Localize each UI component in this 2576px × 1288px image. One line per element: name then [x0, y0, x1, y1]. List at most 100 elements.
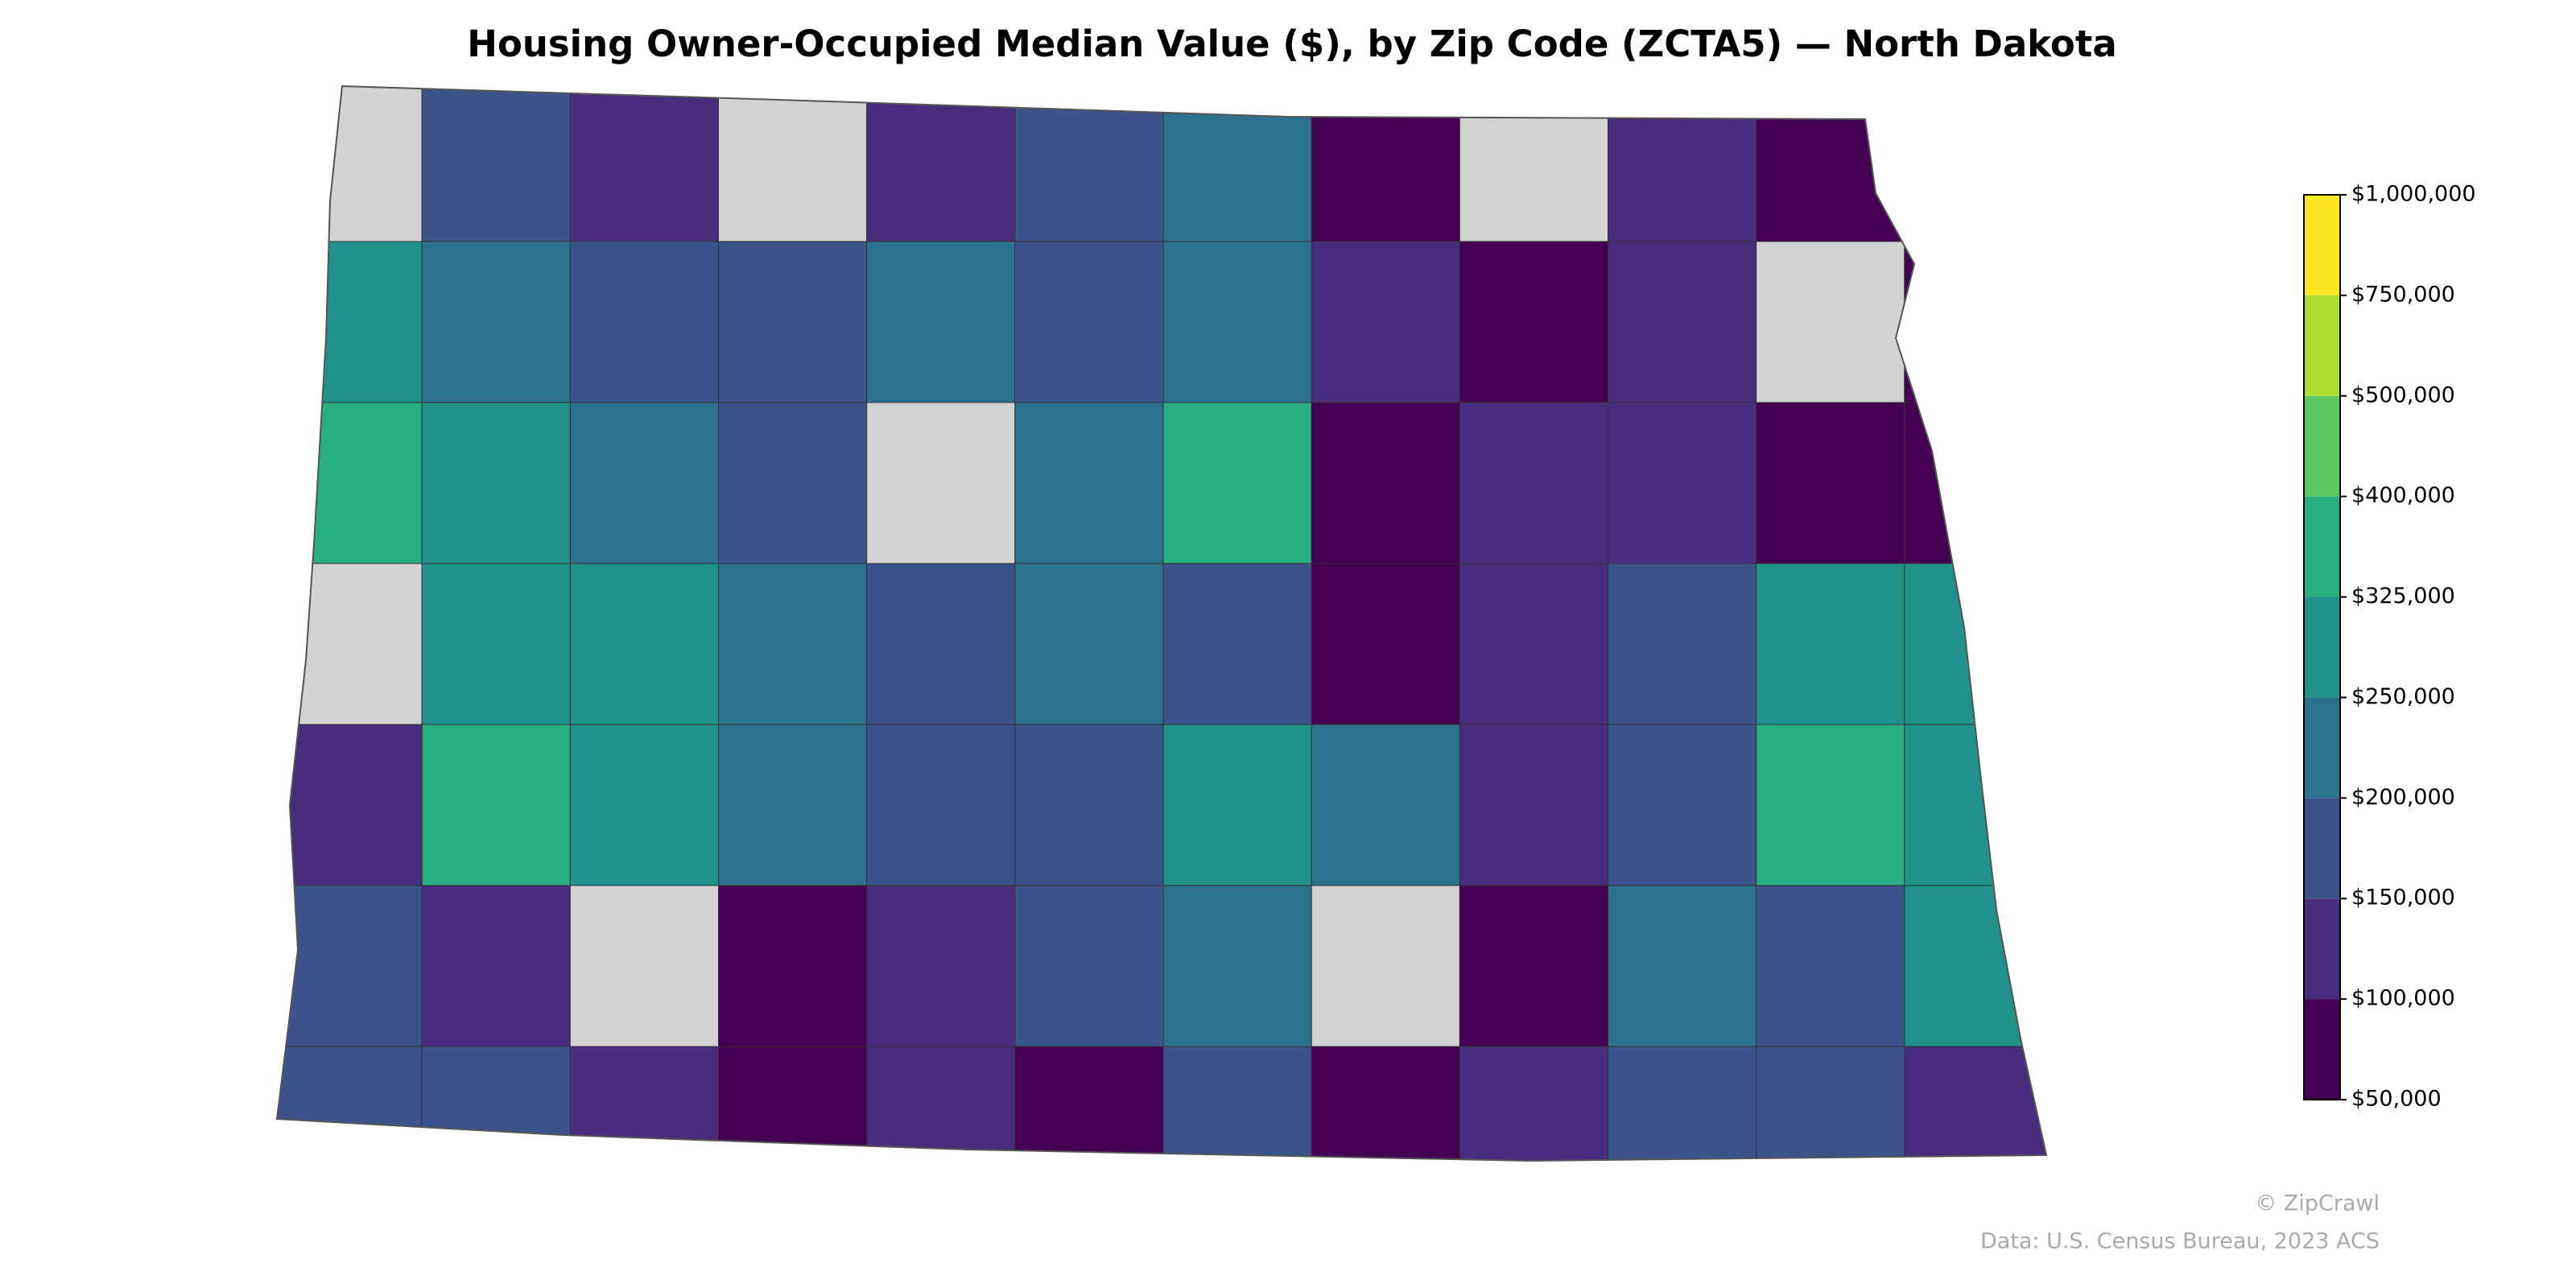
- zip-region: [1608, 86, 1757, 242]
- zip-region: [1756, 241, 1905, 403]
- zip-region: [718, 402, 868, 564]
- zip-region: [1608, 402, 1757, 564]
- zip-region: [277, 241, 423, 403]
- zip-region: [1162, 563, 1312, 725]
- colorbar-bin: [2304, 798, 2340, 899]
- zip-region: [1608, 885, 1757, 1047]
- zip-region: [866, 1046, 1016, 1161]
- zip-region: [1756, 885, 1905, 1047]
- colorbar-bin: [2304, 496, 2340, 597]
- zip-region: [1756, 563, 1905, 725]
- zip-region: [866, 563, 1016, 725]
- zip-region: [1014, 402, 1164, 564]
- colorbar-bin: [2304, 898, 2340, 1000]
- zip-region: [1904, 402, 2046, 564]
- colorbar-bin: [2304, 195, 2340, 295]
- colorbar-bin: [2304, 597, 2340, 698]
- colorbar: $50,000 $100,000 $150,000 $200,000 $250,000 $…: [2303, 182, 2476, 1112]
- zip-region: [1311, 86, 1460, 242]
- colorbar-tick-label: $500,000: [2351, 382, 2455, 407]
- zip-region: [1162, 241, 1312, 403]
- zip-region: [1162, 1046, 1312, 1161]
- zip-region: [421, 724, 571, 886]
- zip-region: [1904, 86, 2046, 242]
- zip-region: [1756, 1046, 1905, 1161]
- zip-region: [1608, 724, 1757, 886]
- zip-region: [1459, 241, 1609, 403]
- zip-region: [718, 241, 868, 403]
- colorbar-tick-label: $1,000,000: [2351, 182, 2476, 207]
- colorbar-tick-label: $325,000: [2351, 584, 2455, 609]
- zip-region: [718, 563, 868, 725]
- zip-region: [1014, 724, 1164, 886]
- zip-region: [277, 402, 423, 564]
- zip-region: [1756, 724, 1905, 886]
- zip-region: [569, 402, 719, 564]
- zip-region: [1014, 563, 1164, 725]
- zip-region: [866, 86, 1016, 242]
- zip-region: [421, 86, 571, 242]
- zip-region: [866, 724, 1016, 886]
- zip-region: [1459, 724, 1609, 886]
- zip-region: [421, 1046, 571, 1161]
- zip-region: [718, 86, 868, 242]
- zip-region: [1756, 402, 1905, 564]
- zip-region: [1904, 1046, 2046, 1161]
- zip-region: [1311, 241, 1460, 403]
- zip-region: [1014, 241, 1164, 403]
- colorbar-tick-label: $100,000: [2351, 986, 2455, 1011]
- colorbar-bin: [2304, 999, 2340, 1100]
- zip-region: [421, 563, 571, 725]
- zip-region: [718, 885, 868, 1047]
- state-outline: [275, 85, 2048, 1162]
- zip-region: [569, 885, 719, 1047]
- zip-region: [1162, 724, 1312, 886]
- colorbar-tick-label: $50,000: [2351, 1087, 2442, 1112]
- zip-region: [277, 563, 423, 725]
- zip-region: [1162, 402, 1312, 564]
- zip-region: [569, 86, 719, 242]
- colorbar-tick-label: $400,000: [2351, 483, 2455, 508]
- colorbar-bin: [2304, 697, 2340, 799]
- zip-region: [1459, 885, 1609, 1047]
- zip-region: [1014, 1046, 1164, 1161]
- zip-region: [421, 402, 571, 564]
- map-title: Housing Owner-Occupied Median Value ($),…: [467, 23, 2116, 65]
- zip-region: [1459, 1046, 1609, 1161]
- zip-region: [866, 402, 1016, 564]
- zip-region: [1756, 86, 1905, 242]
- colorbar-tick-label: $250,000: [2351, 684, 2455, 709]
- zip-region: [866, 885, 1016, 1047]
- colorbar-frame: [2303, 194, 2341, 1100]
- map-regions: [277, 86, 2046, 1161]
- colorbar-tick-label: $200,000: [2351, 785, 2455, 810]
- zip-region: [277, 86, 423, 242]
- zip-region: [866, 241, 1016, 403]
- zip-region: [277, 724, 423, 886]
- zip-region: [1311, 563, 1460, 725]
- zip-region: [1311, 402, 1460, 564]
- colorbar-bin: [2304, 395, 2340, 497]
- colorbar-tick-label: $150,000: [2351, 886, 2455, 910]
- zip-region: [1608, 241, 1757, 403]
- zip-region: [1904, 724, 2046, 886]
- colorbar-bin: [2304, 295, 2340, 396]
- zip-region: [1014, 86, 1164, 242]
- zip-region: [1459, 402, 1609, 564]
- zip-region: [1311, 724, 1460, 886]
- zip-region: [1904, 241, 2046, 403]
- zip-region: [569, 1046, 719, 1161]
- credit: © ZipCrawl: [2255, 1191, 2380, 1216]
- zip-region: [421, 885, 571, 1047]
- zip-region: [1459, 86, 1609, 242]
- zip-region: [1608, 1046, 1757, 1161]
- zip-region: [277, 1046, 423, 1161]
- zip-region: [1459, 563, 1609, 725]
- zip-region: [1904, 563, 2046, 725]
- zip-region: [718, 724, 868, 886]
- colorbar-tick-label: $750,000: [2351, 282, 2455, 307]
- source: Data: U.S. Census Bureau, 2023 ACS: [1980, 1229, 2380, 1254]
- zip-region: [569, 724, 719, 886]
- zip-region: [1904, 885, 2046, 1047]
